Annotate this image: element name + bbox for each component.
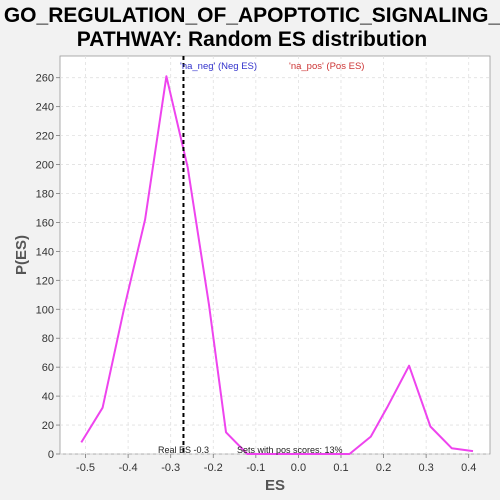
x-axis-label: ES — [265, 477, 285, 494]
legend-entry-neg: 'na_neg' (Neg ES) — [180, 61, 257, 72]
pos-scores-annotation: Sets with pos scores: 13% — [237, 445, 343, 455]
x-tick-label: -0.3 — [161, 462, 180, 474]
real-es-annotation: Real ES -0.3 — [158, 445, 209, 455]
x-tick-label: -0.5 — [76, 462, 95, 474]
y-tick-label: 120 — [36, 275, 54, 287]
x-axis-ticks: -0.5 -0.4 -0.3 -0.2 -0.1 0.0 0.1 0.2 0.3 0.4 — [76, 454, 476, 474]
x-tick-label: 0.2 — [376, 462, 391, 474]
x-tick-label: -0.4 — [119, 462, 138, 474]
series-line — [80, 75, 474, 455]
y-tick-label: 260 — [36, 73, 54, 85]
y-tick-label: 160 — [36, 217, 54, 229]
x-tick-label: 0.3 — [418, 462, 433, 474]
y-tick-label: 20 — [42, 420, 54, 432]
plot-area — [59, 55, 491, 455]
x-tick-label: 0.1 — [333, 462, 348, 474]
y-tick-label: 240 — [36, 102, 54, 114]
y-tick-label: 80 — [42, 333, 54, 345]
y-tick-label: 180 — [36, 188, 54, 200]
chart-title-line1: GO_REGULATION_OF_APOPTOTIC_SIGNALING_ — [4, 4, 500, 27]
x-tick-label: -0.2 — [204, 462, 223, 474]
y-tick-label: 40 — [42, 391, 54, 403]
chart-title-line2: PATHWAY: Random ES distribution — [77, 28, 427, 51]
y-axis-label: P(ES) — [13, 235, 30, 275]
y-tick-label: 220 — [36, 131, 54, 143]
y-tick-label: 60 — [42, 362, 54, 374]
x-tick-label: -0.1 — [246, 462, 265, 474]
x-tick-label: 0.0 — [291, 462, 306, 474]
y-axis-ticks: 0 20 40 60 80 100 120 140 160 180 200 220 240 260 — [36, 73, 60, 461]
y-tick-label: 200 — [36, 160, 54, 172]
x-tick-label: 0.4 — [461, 462, 476, 474]
grid — [60, 56, 490, 455]
y-tick-label: 140 — [36, 246, 54, 258]
series-group — [80, 75, 474, 455]
legend-entry-pos: 'na_pos' (Pos ES) — [289, 61, 364, 72]
y-tick-label: 0 — [48, 449, 54, 461]
y-tick-label: 100 — [36, 304, 54, 316]
